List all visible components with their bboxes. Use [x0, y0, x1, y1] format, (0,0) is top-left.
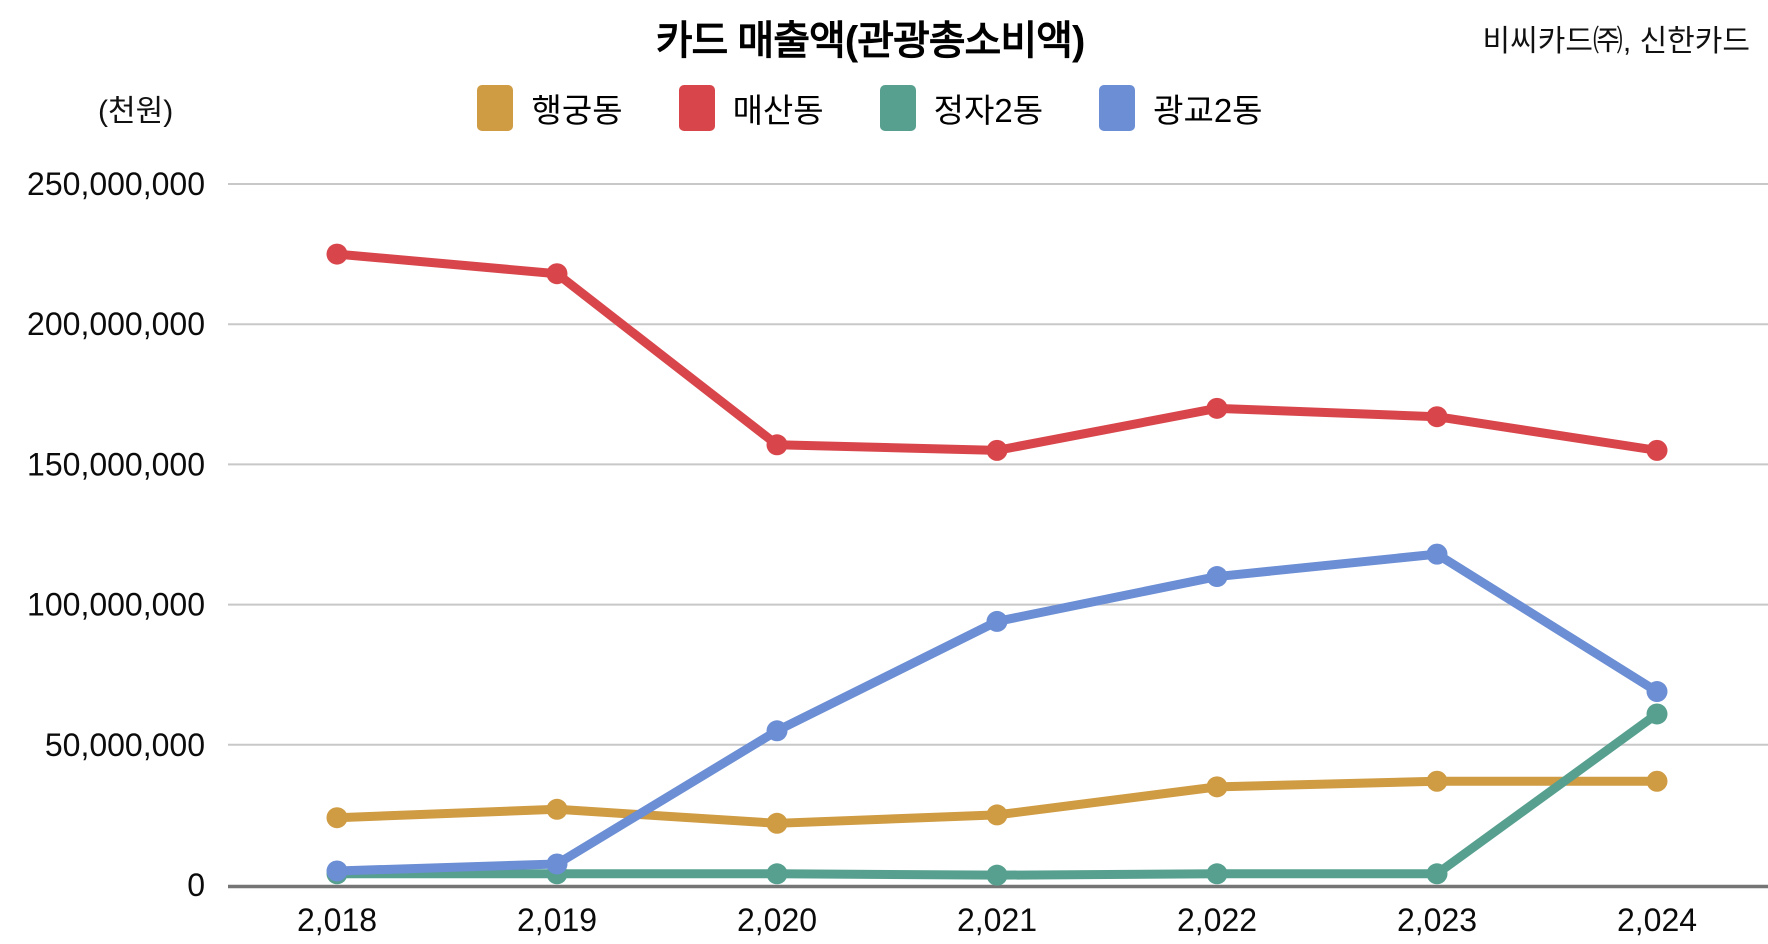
x-tick-label: 2,022 — [1177, 902, 1257, 938]
data-point-3-3 — [986, 610, 1008, 632]
legend-swatch-icon — [1099, 85, 1136, 131]
data-point-1-5 — [1426, 406, 1448, 428]
legend-item-1: 매산동 — [678, 84, 824, 132]
y-tick-label: 100,000,000 — [27, 587, 205, 623]
series-line-2 — [332, 709, 1662, 880]
data-point-0-4 — [1206, 776, 1228, 798]
x-tick-label: 2,019 — [517, 902, 597, 938]
data-point-2-5 — [1426, 863, 1448, 885]
legend-label: 행궁동 — [531, 92, 623, 129]
data-source-label: 비씨카드㈜, 신한카드 — [1482, 25, 1750, 58]
y-tick-label: 200,000,000 — [27, 306, 205, 342]
data-point-3-0 — [326, 860, 348, 882]
legend-item-0: 행궁동 — [477, 84, 623, 132]
data-point-0-5 — [1426, 770, 1448, 792]
x-tick-label: 2,021 — [957, 902, 1037, 938]
data-point-2-3 — [986, 864, 1008, 886]
legend-label: 광교2동 — [1153, 92, 1263, 129]
data-point-1-2 — [766, 434, 788, 456]
data-point-3-5 — [1426, 543, 1448, 565]
data-point-2-4 — [1206, 863, 1228, 885]
data-point-2-6 — [1646, 703, 1668, 725]
data-point-3-6 — [1646, 681, 1668, 703]
page-title: 카드 매출액(관광총소비액) — [655, 19, 1086, 63]
data-point-1-4 — [1206, 397, 1228, 419]
data-point-0-3 — [986, 804, 1008, 826]
data-point-1-3 — [986, 439, 1008, 461]
data-point-2-2 — [766, 863, 788, 885]
data-point-0-6 — [1646, 770, 1668, 792]
data-point-1-1 — [546, 263, 568, 285]
x-tick-label: 2,023 — [1397, 902, 1477, 938]
y-axis-unit-label: (천원) — [98, 95, 174, 128]
data-point-0-0 — [326, 807, 348, 829]
x-tick-label: 2,024 — [1617, 902, 1697, 938]
data-point-0-1 — [546, 798, 568, 820]
y-tick-label: 0 — [187, 867, 205, 903]
legend-swatch-icon — [477, 85, 514, 131]
legend-swatch-icon — [678, 85, 715, 131]
data-point-3-4 — [1206, 566, 1228, 588]
x-tick-label: 2,018 — [297, 902, 377, 938]
data-point-3-2 — [766, 720, 788, 742]
y-tick-label: 250,000,000 — [27, 166, 205, 202]
data-point-0-2 — [766, 812, 788, 834]
x-tick-label: 2,020 — [737, 902, 817, 938]
legend-swatch-icon — [879, 85, 916, 131]
data-point-1-0 — [326, 243, 348, 265]
y-tick-label: 150,000,000 — [27, 446, 205, 482]
legend-label: 매산동 — [732, 92, 824, 129]
legend-item-2: 정자2동 — [879, 84, 1044, 132]
legend-item-3: 광교2동 — [1099, 84, 1263, 132]
legend-label: 정자2동 — [933, 92, 1044, 129]
data-point-1-6 — [1646, 439, 1668, 461]
data-point-3-1 — [546, 853, 568, 875]
y-tick-label: 50,000,000 — [45, 727, 205, 763]
series-line-1 — [332, 249, 1662, 455]
chart-legend: 행궁동 매산동 정자2동 광교2동 — [0, 84, 1740, 132]
